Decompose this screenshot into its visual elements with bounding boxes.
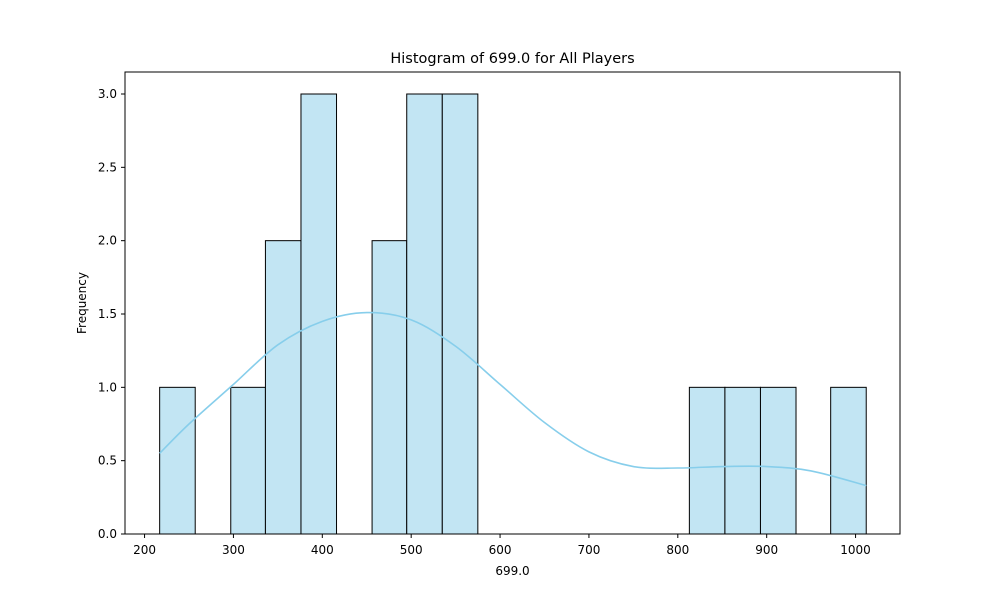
x-tick-label: 700 [577,543,600,557]
histogram-bar [759,386,797,535]
y-tick-label: 2.5 [98,160,117,174]
histogram-bar [406,93,443,535]
histogram-bar [830,386,867,535]
histogram-bar [300,93,338,535]
y-axis-label: Frequency [75,272,89,334]
histogram-bar [688,386,726,535]
chart-title: Histogram of 699.0 for All Players [390,51,634,67]
x-tick-label: 900 [755,543,778,557]
y-tick-label: 1.0 [98,380,117,394]
x-axis: 200 300 400 500 600 700 800 900 1000 [133,534,871,557]
histogram-bar [159,386,196,535]
y-tick-label: 0.5 [98,454,117,468]
y-tick-label: 2.0 [98,234,117,248]
x-axis-label: 699.0 [495,564,529,578]
y-tick-label: 0.0 [98,527,117,541]
kde-line [159,311,867,487]
x-tick-label: 200 [133,543,156,557]
x-tick-label: 500 [400,543,423,557]
x-tick-label: 300 [222,543,245,557]
x-tick-label: 1000 [840,543,871,557]
histogram-bar [441,93,479,535]
bars-group [159,93,867,535]
x-tick-label: 600 [489,543,512,557]
histogram-bar [230,386,266,535]
x-tick-label: 800 [666,543,689,557]
y-axis: 0.0 0.5 1.0 1.5 2.0 2.5 3.0 [98,87,125,541]
y-tick-label: 3.0 [98,87,117,101]
axes-frame [124,71,901,535]
histogram-bar [371,240,408,535]
histogram-bar [264,240,302,535]
x-tick-label: 400 [311,543,334,557]
y-tick-label: 1.5 [98,307,117,321]
histogram-bar [724,386,761,535]
